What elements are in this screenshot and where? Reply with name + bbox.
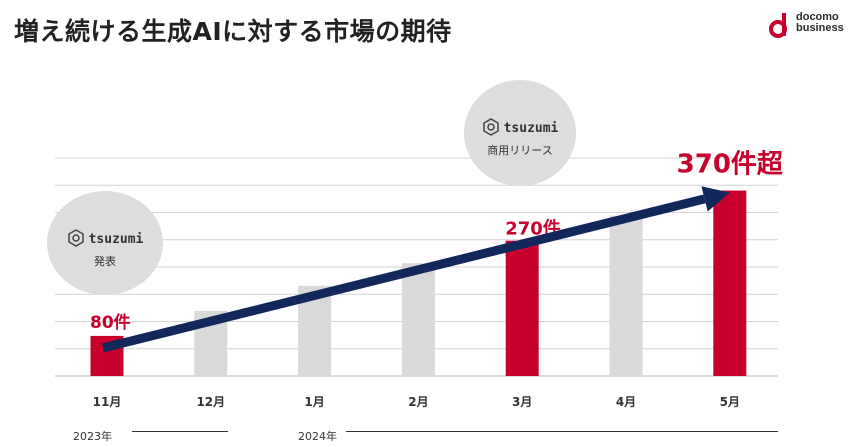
year-divider-2024 — [346, 431, 778, 432]
data-label: 80件 — [90, 312, 131, 333]
badge-label: 商用リリース — [487, 144, 553, 157]
bars — [90, 190, 747, 376]
x-tick-label: 3月 — [512, 395, 532, 409]
badge-brand: tsuzumi — [464, 118, 576, 136]
tsuzumi-logo-icon — [67, 229, 84, 247]
tsuzumi-logo-icon — [482, 118, 499, 136]
bar — [401, 263, 435, 376]
bar — [609, 215, 643, 376]
x-tick-label: 12月 — [196, 395, 225, 409]
year-divider-2023 — [132, 431, 228, 432]
x-tick-label: 11月 — [93, 395, 122, 409]
badge-brand: tsuzumi — [47, 229, 163, 247]
x-tick-label: 2月 — [408, 395, 428, 409]
x-tick-label: 4月 — [616, 395, 636, 409]
badge-brand-text: tsuzumi — [503, 121, 559, 136]
trend-arrow — [101, 186, 730, 353]
badge-announcement: tsuzumi 発表 — [47, 191, 163, 295]
badge-brand-text: tsuzumi — [88, 232, 144, 247]
x-tick-labels: 11月 12月 1月 2月 3月 4月 5月 — [93, 395, 740, 409]
x-tick-label: 1月 — [304, 395, 324, 409]
logo-line1: docomo — [796, 11, 839, 23]
data-label: 370件超 — [677, 150, 784, 180]
year-label-2024: 2024年 — [298, 430, 337, 443]
trend-arrow-head — [701, 186, 730, 212]
bar — [713, 190, 747, 376]
year-label-2023: 2023年 — [73, 430, 112, 443]
badge-label: 発表 — [94, 255, 116, 268]
logo-line2: business — [796, 22, 844, 34]
badge-commercial-release: tsuzumi 商用リリース — [464, 80, 576, 186]
bar — [505, 240, 539, 376]
docomo-business-logo: docomo business — [768, 10, 846, 40]
page-title: 増え続ける生成AIに対する市場の期待 — [14, 17, 452, 46]
x-tick-label: 5月 — [720, 395, 740, 409]
docomo-logo-icon — [769, 13, 787, 38]
trend-arrow-shaft — [101, 194, 706, 353]
